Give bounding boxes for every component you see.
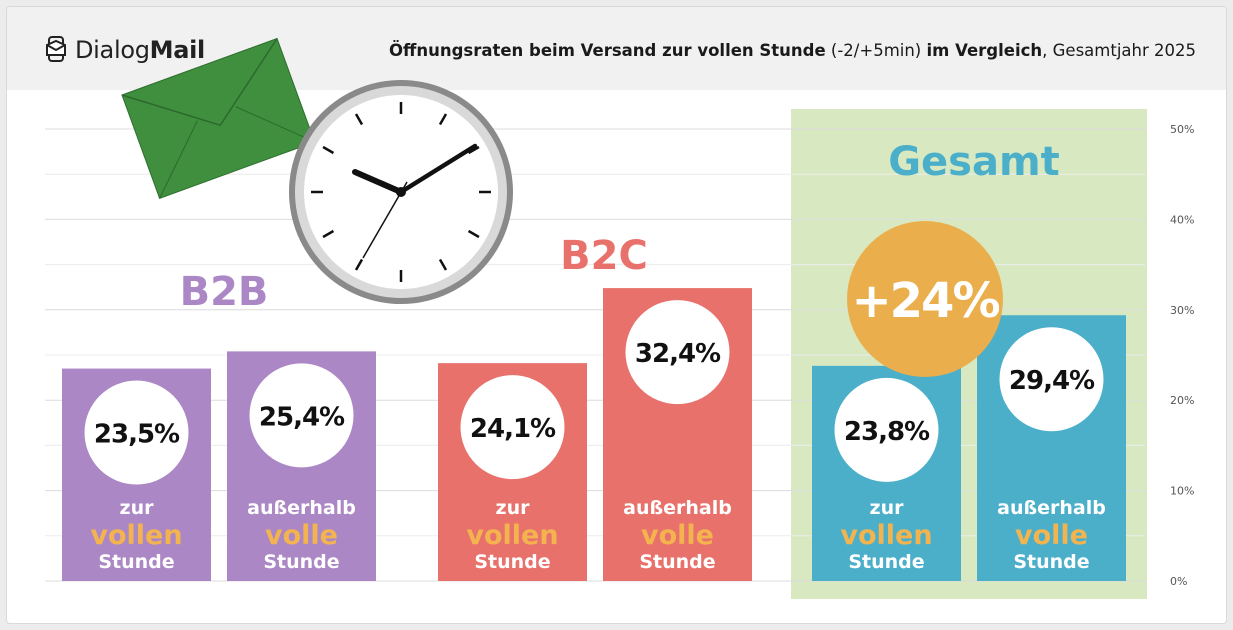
bar-label-top: zur	[870, 497, 905, 519]
value-circle	[999, 327, 1104, 432]
infographic-frame: DialogMail Öffnungsraten beim Versand zu…	[6, 6, 1227, 624]
y-tick-label: 10%	[1170, 485, 1194, 498]
clock-tick	[354, 113, 364, 126]
clock-tick	[467, 229, 480, 239]
title-part-2: (-2/+5min)	[825, 41, 927, 60]
bar-label-bottom: Stunde	[98, 551, 174, 573]
clock-tick	[354, 258, 364, 271]
bar-label-bottom: Stunde	[1013, 551, 1089, 573]
chart-title: Öffnungsraten beim Versand zur vollen St…	[389, 41, 1196, 60]
annotation-badge	[847, 221, 1003, 377]
clock-tick	[467, 145, 480, 155]
data-label: 23,5%	[94, 420, 180, 450]
logo: DialogMail	[45, 35, 205, 65]
bar-label-top: außerhalb	[623, 497, 732, 519]
value-circle	[625, 300, 730, 405]
bar-label-bottom: Stunde	[639, 551, 715, 573]
bar-label-mid: vollen	[840, 520, 932, 551]
y-tick-label: 20%	[1170, 394, 1194, 407]
group-title: B2B	[180, 269, 269, 315]
bar-label-mid: vollen	[466, 520, 558, 551]
envelope-icon	[121, 37, 316, 200]
y-tick-label: 50%	[1170, 123, 1194, 136]
clock-tick	[322, 145, 335, 155]
group-title: Gesamt	[888, 139, 1060, 185]
bar-label-mid: volle	[641, 520, 714, 551]
bar-chart: 0%10%20%30%40%50% B2B23,5%zurvollenStund…	[45, 37, 1194, 599]
clock-icon	[289, 80, 513, 304]
bar-label-bottom: Stunde	[263, 551, 339, 573]
value-circle	[84, 380, 189, 485]
data-label: 25,4%	[259, 402, 345, 432]
data-label: 32,4%	[635, 339, 721, 369]
logo-text: DialogMail	[75, 36, 205, 64]
value-circle	[834, 377, 939, 482]
bar-label-mid: volle	[1015, 520, 1088, 551]
data-label: 23,8%	[844, 417, 930, 447]
value-circle	[249, 363, 354, 468]
mail-phone-icon	[46, 36, 66, 62]
y-tick-label: 0%	[1170, 575, 1187, 588]
clock-tick	[438, 258, 448, 271]
title-part-3: im Vergleich	[926, 41, 1043, 60]
value-circle	[460, 375, 565, 480]
bar-label-top: zur	[120, 497, 155, 519]
bar-label-top: zur	[496, 497, 531, 519]
data-label: 24,1%	[470, 414, 556, 444]
group-title: B2C	[560, 233, 648, 279]
bar-label-top: außerhalb	[997, 497, 1106, 519]
data-label: 29,4%	[1009, 366, 1095, 396]
clock-tick	[438, 113, 448, 126]
annotation-text: +24%	[851, 273, 999, 329]
title-part-4: , Gesamtjahr 2025	[1042, 41, 1196, 60]
bar-label-mid: vollen	[90, 520, 182, 551]
title-part-1: Öffnungsraten beim Versand zur vollen St…	[388, 41, 826, 60]
bar-label-bottom: Stunde	[474, 551, 550, 573]
clock-tick	[322, 229, 335, 239]
bar-label-mid: volle	[265, 520, 338, 551]
bar-label-bottom: Stunde	[848, 551, 924, 573]
y-tick-label: 40%	[1170, 213, 1194, 226]
y-tick-label: 30%	[1170, 304, 1194, 317]
bar-label-top: außerhalb	[247, 497, 356, 519]
